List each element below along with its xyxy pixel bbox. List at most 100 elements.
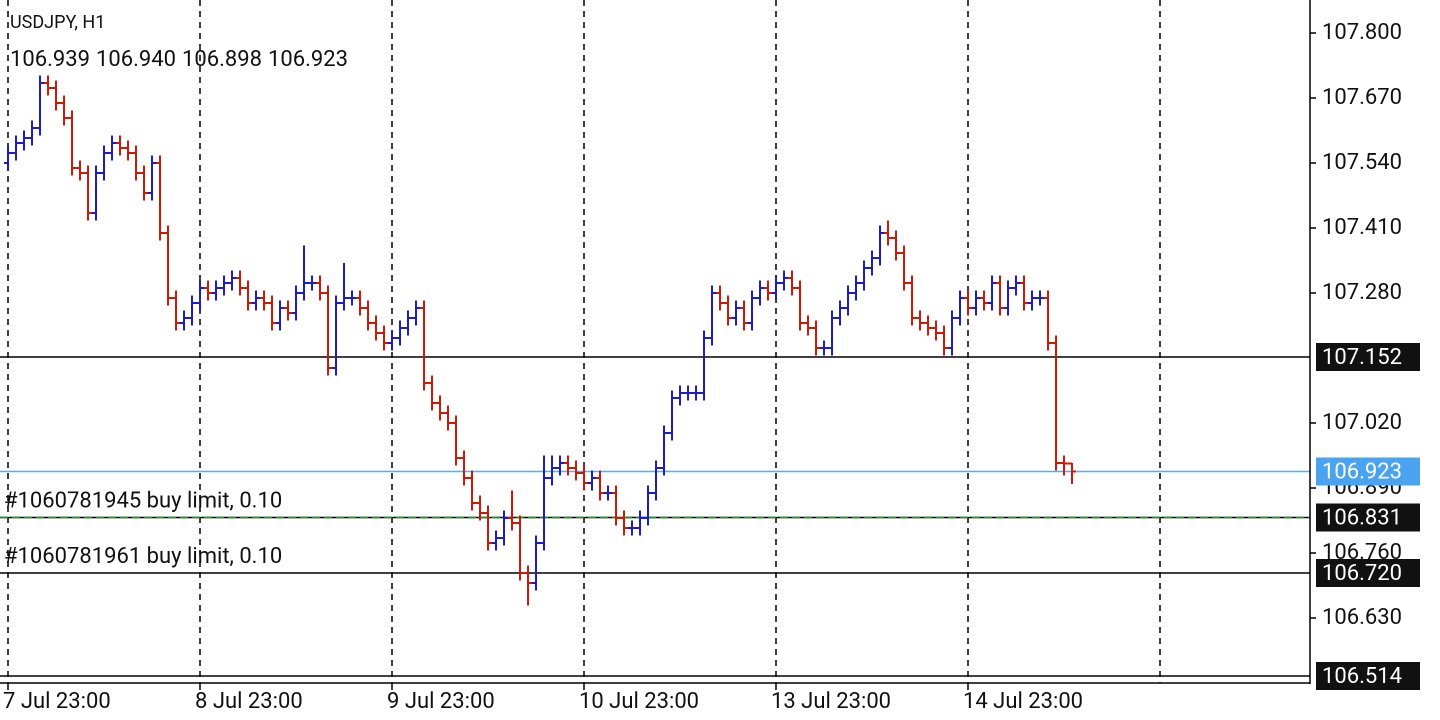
price-box <box>1316 559 1420 587</box>
ohlc-bar <box>308 275 316 291</box>
ohlc-bar <box>324 285 332 376</box>
x-tick-label: 9 Jul 23:00 <box>387 689 495 714</box>
ohlc-bar <box>812 320 820 356</box>
ohlc-bar <box>596 470 604 501</box>
ohlc-bar <box>428 375 436 411</box>
ohlc-bar <box>388 330 396 351</box>
ohlc-bar <box>884 220 892 246</box>
ohlc-bar <box>28 120 36 146</box>
ohlc-bar <box>892 230 900 261</box>
ohlc-bar <box>532 535 540 591</box>
ohlc-bar <box>764 280 772 301</box>
ohlc-bar <box>516 515 524 581</box>
ohlc-bar <box>460 450 468 486</box>
ohlc-bar <box>660 425 668 476</box>
ohlc-bar <box>356 290 364 316</box>
ohlc-bar <box>4 145 12 171</box>
ohlc-bar <box>700 330 708 401</box>
levels: #1060781945 buy limit, 0.10 #1060781961 b… <box>0 356 1310 677</box>
ohlc-bar <box>524 565 532 606</box>
ohlc-bar <box>620 510 628 536</box>
ohlc-bar <box>748 290 756 331</box>
ohlc-bar <box>228 270 236 291</box>
ohlc-bar <box>116 135 124 156</box>
ohlc-bar <box>164 225 172 306</box>
ohlc-bar <box>540 455 548 551</box>
ohlc-bar <box>108 135 116 161</box>
ohlc-bar <box>564 455 572 476</box>
ohlc-bar <box>124 140 132 161</box>
ohlc-bar <box>932 320 940 341</box>
ohlc-bar <box>396 320 404 346</box>
price-box-label: 106.720 <box>1322 561 1402 586</box>
ohlc-bar <box>588 470 596 491</box>
ohlc-bar <box>436 395 444 421</box>
y-tick-label: 107.800 <box>1322 20 1402 45</box>
ohlc-bar <box>844 285 852 316</box>
ohlc-bar <box>948 310 956 356</box>
ohlc-bar <box>60 95 68 126</box>
ohlc-bar <box>132 145 140 181</box>
y-tick-label: 107.410 <box>1322 215 1402 240</box>
ohlc-bar <box>372 315 380 341</box>
ohlc-bar <box>44 75 52 96</box>
x-tick-label: 8 Jul 23:00 <box>195 689 303 714</box>
ohlc-bar <box>716 285 724 311</box>
y-tick-label: 107.670 <box>1322 85 1402 110</box>
low-readout: 106.898 <box>182 47 262 72</box>
ohlc-bar <box>196 280 204 311</box>
ohlc-bar <box>52 80 60 111</box>
ohlc-bar <box>36 75 44 136</box>
ohlc-bar <box>76 160 84 181</box>
ohlc-bar <box>348 290 356 306</box>
ohlc-bar <box>444 405 452 431</box>
ohlc-bar <box>908 275 916 326</box>
ohlc-bar <box>180 310 188 331</box>
ohlc-bar <box>404 310 412 336</box>
ohlc-bar <box>268 295 276 331</box>
ohlc-bar <box>492 530 500 551</box>
ohlc-bar <box>788 270 796 296</box>
ohlc-readout: 106.939 106.940 106.898 106.923 <box>10 47 348 72</box>
open-readout: 106.939 <box>10 47 90 72</box>
ohlc-bar <box>20 130 28 151</box>
ohlc-bar <box>916 310 924 331</box>
ohlc-bar <box>364 300 372 331</box>
ohlc-bar <box>548 455 556 486</box>
ohlc-bar <box>452 415 460 466</box>
ohlc-bar <box>172 290 180 331</box>
ohlc-bar <box>772 275 780 301</box>
ohlc-bar <box>380 325 388 351</box>
ohlc-bar <box>12 135 20 161</box>
ohlc-bar <box>820 340 828 356</box>
close-readout: 106.923 <box>268 47 348 72</box>
ohlc-bar <box>156 155 164 241</box>
ohlc-bar <box>204 280 212 301</box>
y-tick-label: 107.280 <box>1322 280 1402 305</box>
ohlc-bar <box>92 165 100 221</box>
ohlc-bar <box>580 465 588 491</box>
ohlc-bar <box>780 270 788 291</box>
ohlc-bar <box>668 390 676 441</box>
ohlc-bar <box>572 460 580 481</box>
ohlc-bar <box>732 300 740 326</box>
ohlc-bar <box>836 300 844 326</box>
ohlc-bar <box>1052 335 1060 471</box>
x-tick-label: 13 Jul 23:00 <box>771 689 891 714</box>
ohlc-bar <box>1044 290 1052 351</box>
order-label: #1060781945 buy limit, 0.10 <box>4 488 282 513</box>
ohlc-bar <box>140 165 148 201</box>
ohlc-bar <box>860 260 868 291</box>
ohlc-bar <box>340 263 348 311</box>
x-tick-label: 14 Jul 23:00 <box>963 689 1083 714</box>
ohlc-bar <box>676 385 684 406</box>
ohlc-bar <box>852 275 860 301</box>
ohlc-bar <box>100 145 108 181</box>
ohlc-bar <box>996 275 1004 316</box>
price-box <box>1316 503 1420 532</box>
ohlc-bar <box>684 385 692 401</box>
ohlc-bar <box>148 155 156 201</box>
ohlc-bar <box>332 295 340 376</box>
